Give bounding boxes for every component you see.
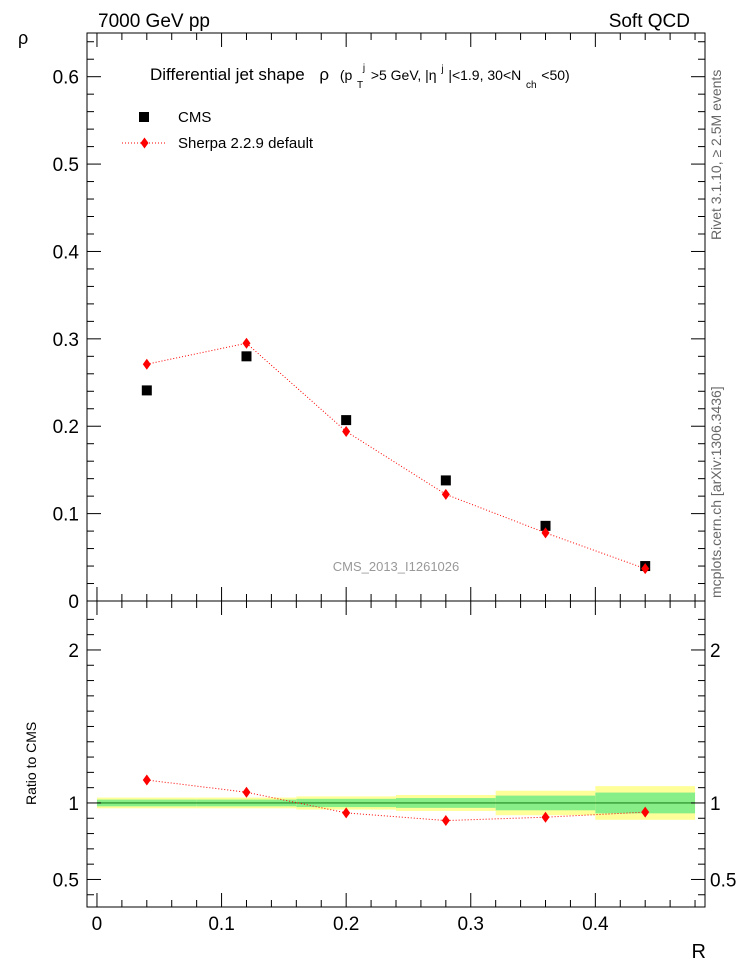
y-tick-label: 0.2	[53, 417, 79, 438]
legend-marker-sherpa	[140, 137, 149, 149]
chart-title: Differential jet shape ρ (p T j >5 GeV, …	[150, 56, 570, 92]
ratio-y-tick-label-right: 0.5	[710, 870, 736, 891]
y-tick-label: 0.5	[53, 155, 79, 176]
main-tick-labels: 0 0.1 0.2 0.3 0.4 0.5 0.6	[53, 68, 80, 613]
title-sub-T: T	[357, 80, 363, 91]
sherpa-line	[146, 342, 646, 570]
main-axis-ticks	[87, 33, 705, 602]
y-tick-label: 0.6	[53, 68, 79, 89]
header-category-label: Soft QCD	[609, 11, 690, 32]
title-sup-j: j	[362, 63, 365, 74]
x-tick-label: 0.4	[582, 914, 609, 935]
ratio-uncertainty-bands	[96, 786, 696, 820]
x-tick-labels: 0 0.1 0.2 0.3 0.4	[92, 914, 609, 935]
title-sup-j2: j	[440, 64, 443, 75]
ratio-y-tick-label-right: 1	[710, 794, 721, 815]
ratio-sherpa-point	[441, 815, 450, 827]
x-tick-label: 0.3	[458, 914, 484, 935]
cms-point	[141, 385, 152, 396]
legend-label-cms: CMS	[178, 109, 211, 126]
title-gev: >5 GeV, |η	[371, 67, 437, 83]
sherpa-point	[142, 358, 151, 370]
title-end: <50)	[541, 67, 569, 83]
rivet-version-label: Rivet 3.1.10, ≥ 2.5M events	[708, 70, 724, 240]
ratio-sherpa-point	[641, 806, 650, 818]
title-sub-ch: ch	[526, 80, 537, 91]
x-tick-label: 0.1	[208, 914, 234, 935]
ratio-sherpa-point	[342, 807, 351, 819]
ratio-panel-frame	[86, 600, 706, 908]
y-tick-label: 0.4	[53, 242, 80, 263]
title-main: Differential jet shape	[150, 65, 305, 84]
cms-point	[540, 520, 551, 531]
sherpa-point	[541, 527, 550, 539]
ratio-y-axis-label: Ratio to CMS	[23, 722, 39, 805]
ratio-y-tick-label: 2	[68, 641, 79, 662]
main-series-group	[141, 337, 651, 575]
title-rho: ρ	[319, 65, 329, 84]
ratio-axis-ticks	[87, 601, 705, 907]
x-tick-label: 0.2	[333, 914, 359, 935]
ratio-y-tick-label: 0.5	[53, 870, 79, 891]
header-energy-label: 7000 GeV pp	[98, 11, 210, 32]
sherpa-point	[242, 337, 251, 349]
y-tick-label: 0	[68, 592, 79, 613]
cms-point	[341, 415, 352, 426]
ratio-sherpa-line	[146, 779, 646, 822]
x-axis-label: R	[692, 941, 706, 963]
sherpa-point	[342, 425, 351, 437]
ratio-y-tick-label: 1	[68, 794, 79, 815]
title-eta-close: |<1.9, 30<N	[448, 67, 521, 83]
mcplots-label: mcplots.cern.ch [arXiv:1306.3436]	[708, 386, 724, 598]
ratio-sherpa-point	[541, 811, 550, 823]
x-tick-label: 0	[92, 914, 103, 935]
ratio-sherpa-point	[142, 774, 151, 786]
ratio-series-group	[142, 774, 650, 827]
legend-marker-cms	[139, 112, 149, 122]
title-p: (p	[340, 67, 353, 83]
cms-point	[241, 351, 252, 362]
legend-label-sherpa: Sherpa 2.2.9 default	[178, 135, 314, 152]
y-tick-label: 0.3	[53, 330, 79, 351]
y-tick-label: 0.1	[53, 505, 79, 526]
sherpa-point	[441, 488, 450, 500]
main-y-axis-label: ρ	[18, 28, 28, 48]
analysis-watermark: CMS_2013_I1261026	[333, 559, 460, 574]
ratio-y-tick-label-right: 2	[710, 641, 721, 662]
ratio-tick-labels: 0.5 0.5 1 1 2 2	[53, 641, 737, 892]
cms-point	[440, 475, 451, 486]
sherpa-point	[641, 563, 650, 575]
ratio-sherpa-point	[242, 786, 251, 798]
